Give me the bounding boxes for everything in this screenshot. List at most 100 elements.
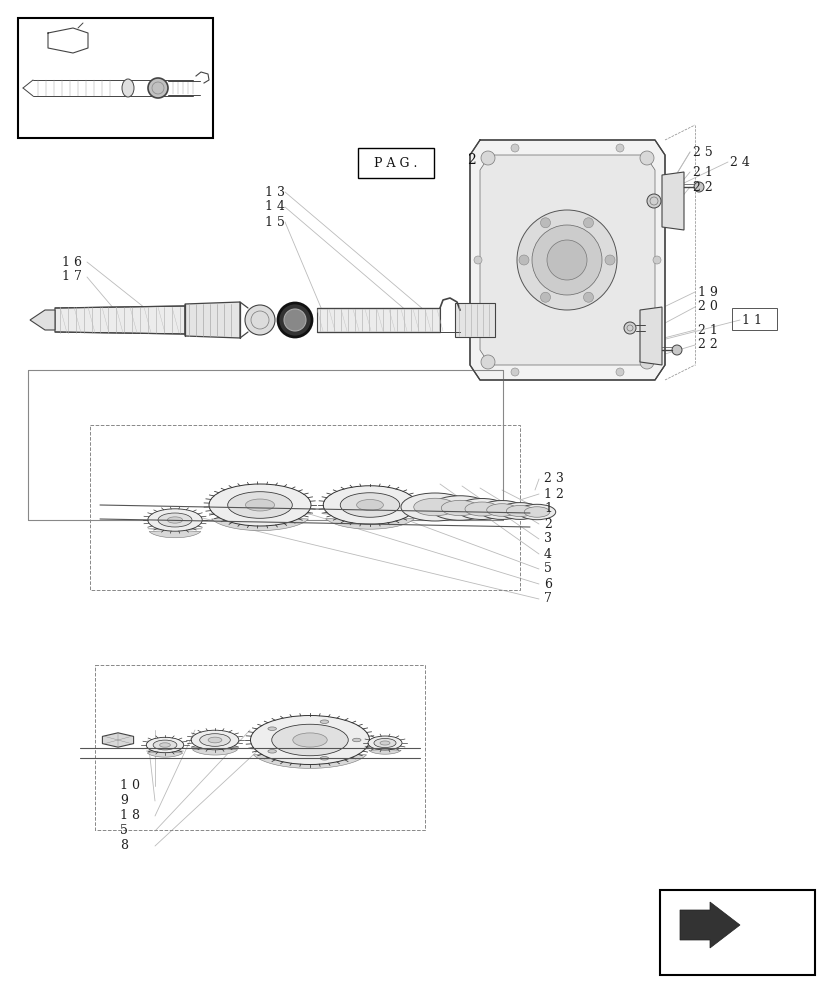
Text: 1 4: 1 4 [265,200,284,214]
Text: 1 1: 1 1 [741,314,761,326]
Text: 2 3: 2 3 [543,473,563,486]
Ellipse shape [268,727,276,730]
Ellipse shape [374,738,395,748]
Bar [731,308,776,330]
Circle shape [148,78,168,98]
Ellipse shape [146,737,184,753]
Circle shape [646,194,660,208]
Text: 1 9: 1 9 [697,286,717,298]
Circle shape [473,256,481,264]
Ellipse shape [356,499,383,511]
Bar [659,890,814,975]
Polygon shape [208,514,311,531]
Bar [18,18,213,138]
Text: 2 1: 2 1 [697,324,717,336]
Polygon shape [184,302,240,338]
Text: 6: 6 [543,578,552,590]
Text: 7: 7 [543,592,552,605]
Polygon shape [103,733,133,747]
Bar [90,425,519,590]
Ellipse shape [158,513,192,527]
Ellipse shape [414,498,456,516]
Ellipse shape [227,492,292,518]
Circle shape [245,305,275,335]
Bar [28,370,502,520]
Ellipse shape [456,498,507,520]
Text: 1 2: 1 2 [543,488,563,500]
Ellipse shape [271,724,348,756]
Text: 2 4: 2 4 [729,156,749,169]
Ellipse shape [293,733,327,747]
Ellipse shape [160,743,170,747]
Text: 1 3: 1 3 [265,186,284,198]
Ellipse shape [479,501,524,519]
Circle shape [480,355,495,369]
Polygon shape [251,749,369,768]
Text: 1 0: 1 0 [120,779,140,792]
Circle shape [583,292,593,302]
Circle shape [284,309,306,331]
Ellipse shape [499,503,540,519]
Ellipse shape [367,736,402,750]
Ellipse shape [380,741,390,745]
Text: 5: 5 [543,562,552,576]
Text: 3: 3 [543,532,552,546]
Polygon shape [191,747,238,755]
Text: 2 2: 2 2 [692,181,712,194]
Bar [28,370,502,520]
Circle shape [639,151,653,165]
Ellipse shape [199,734,230,746]
Circle shape [547,240,586,280]
Ellipse shape [320,720,328,723]
Ellipse shape [340,493,399,517]
Ellipse shape [352,738,361,742]
Ellipse shape [191,730,238,750]
Ellipse shape [167,517,183,523]
Ellipse shape [465,502,499,516]
Polygon shape [323,514,416,529]
Ellipse shape [208,737,222,743]
Text: 5: 5 [120,824,127,837]
Text: 9: 9 [120,794,127,807]
Ellipse shape [323,486,416,524]
Circle shape [672,345,681,355]
Polygon shape [148,529,202,538]
Text: 4: 4 [543,548,552,560]
Ellipse shape [486,504,517,516]
Circle shape [540,218,550,228]
Ellipse shape [148,509,202,531]
Text: 2 5: 2 5 [692,146,712,159]
Text: 2: 2 [466,153,476,167]
Polygon shape [55,306,184,334]
Circle shape [480,151,495,165]
Text: 2 2: 2 2 [697,338,717,352]
Ellipse shape [245,499,275,511]
Ellipse shape [441,500,478,516]
Circle shape [516,210,616,310]
Circle shape [693,182,703,192]
Ellipse shape [122,79,134,97]
Ellipse shape [430,496,489,520]
Ellipse shape [400,493,468,521]
Text: 2: 2 [543,518,552,530]
Circle shape [278,303,312,337]
Text: 1: 1 [543,502,552,516]
Ellipse shape [153,740,177,750]
Polygon shape [679,902,739,948]
Ellipse shape [208,484,311,526]
Polygon shape [317,308,439,332]
Polygon shape [639,307,662,365]
Text: 1 5: 1 5 [265,216,284,229]
Polygon shape [470,140,664,380]
Ellipse shape [320,757,328,760]
Bar [95,665,424,830]
Text: 1 6: 1 6 [62,255,82,268]
Bar [357,148,433,178]
Circle shape [510,368,519,376]
Ellipse shape [268,750,276,753]
Text: 1 8: 1 8 [120,809,140,822]
Polygon shape [146,751,184,757]
Text: 8: 8 [120,839,128,852]
Circle shape [605,255,614,265]
Polygon shape [455,303,495,337]
